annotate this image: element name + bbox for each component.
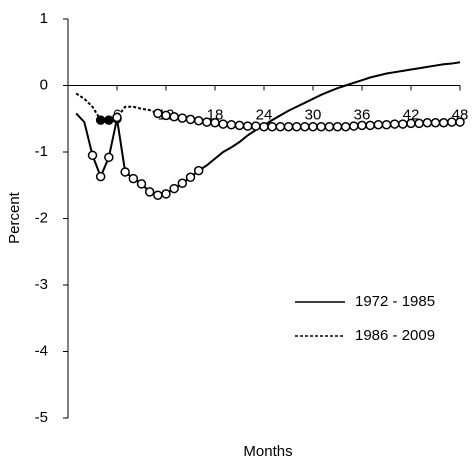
point-marker	[242, 121, 253, 131]
point-marker	[332, 121, 343, 132]
y-tick-label: 1	[40, 10, 48, 27]
point-marker	[430, 117, 441, 128]
legend-label: 1986 - 2009	[355, 327, 435, 344]
x-tick-label: 18	[207, 106, 224, 123]
point-marker	[185, 172, 196, 183]
point-marker	[414, 118, 424, 129]
point-marker	[251, 121, 261, 131]
point-marker	[202, 117, 212, 127]
point-marker	[153, 108, 163, 119]
point-marker	[308, 121, 318, 132]
point-marker	[210, 117, 220, 128]
point-marker	[193, 115, 204, 126]
point-marker	[169, 183, 179, 194]
point-marker	[112, 112, 122, 123]
point-marker	[136, 179, 147, 189]
y-tick-label: -5	[35, 409, 48, 426]
x-axis-label: Months	[243, 443, 292, 460]
point-marker	[447, 117, 457, 127]
point-marker	[226, 119, 237, 130]
point-marker	[300, 121, 310, 132]
point-marker	[283, 121, 294, 132]
point-marker	[185, 114, 196, 125]
point-marker	[316, 121, 326, 132]
x-tick-label: 24	[256, 106, 273, 123]
x-tick-label: 42	[403, 106, 420, 123]
point-marker	[193, 165, 204, 176]
point-marker	[104, 152, 114, 163]
point-marker	[422, 117, 433, 128]
point-marker	[455, 117, 465, 127]
point-marker	[267, 121, 277, 132]
point-marker	[438, 117, 449, 128]
point-marker	[324, 121, 335, 132]
point-marker	[120, 167, 130, 177]
point-marker	[373, 119, 384, 130]
point-marker	[406, 118, 416, 129]
point-marker	[398, 119, 408, 129]
point-marker	[357, 120, 367, 131]
point-marker	[234, 120, 245, 131]
point-marker	[275, 121, 286, 132]
point-marker	[95, 171, 106, 182]
point-marker	[177, 113, 188, 123]
point-marker	[128, 173, 139, 184]
point-marker	[340, 121, 351, 132]
point-marker	[291, 121, 302, 132]
point-marker	[104, 115, 114, 125]
point-marker	[259, 121, 269, 132]
y-tick-label: -2	[35, 209, 48, 226]
x-tick-label: 48	[452, 106, 469, 123]
legend-label: 1972 - 1985	[355, 293, 435, 310]
point-marker	[144, 187, 155, 197]
point-marker	[95, 115, 106, 125]
y-tick-label: -4	[35, 342, 48, 359]
x-tick-label: 36	[354, 106, 371, 123]
point-marker	[153, 190, 163, 200]
point-marker	[349, 121, 359, 131]
y-tick-label: -3	[35, 276, 48, 293]
point-marker	[381, 119, 392, 130]
point-marker	[177, 178, 188, 189]
y-tick-label: -1	[35, 143, 48, 160]
point-marker	[161, 189, 171, 199]
x-tick-label: 30	[305, 106, 322, 123]
point-marker	[365, 120, 375, 131]
y-axis-label: Percent	[6, 191, 23, 244]
point-marker	[87, 150, 98, 161]
point-marker	[161, 110, 171, 121]
point-marker	[218, 119, 228, 129]
point-marker	[169, 112, 179, 122]
point-marker	[389, 119, 400, 129]
y-tick-label: 0	[40, 76, 48, 93]
